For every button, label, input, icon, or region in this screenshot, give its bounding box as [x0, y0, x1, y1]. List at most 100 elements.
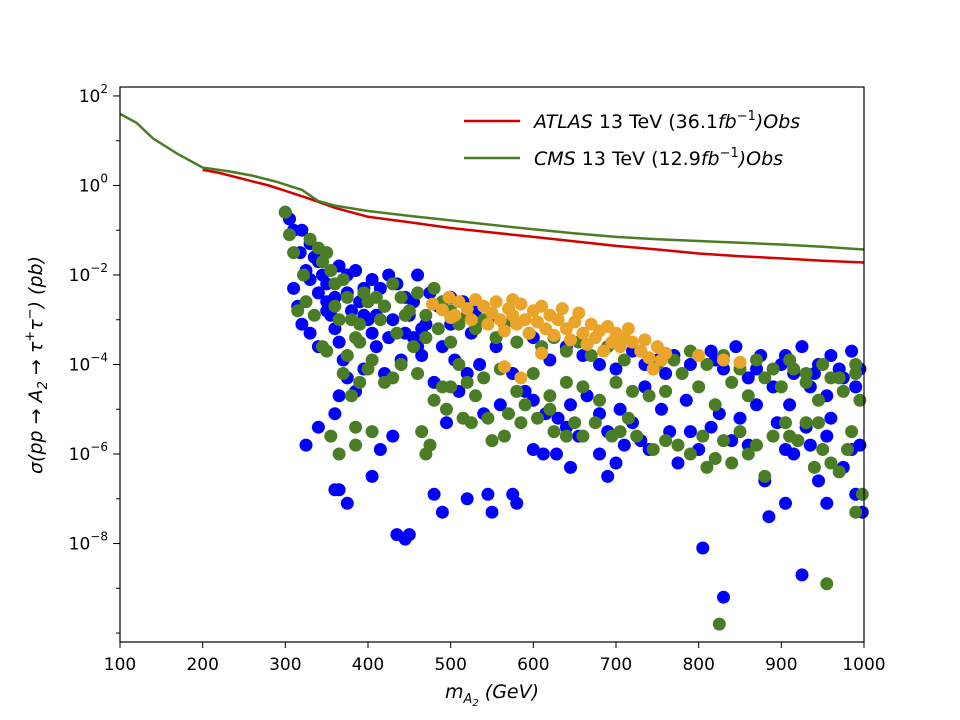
point-orange-52: [692, 349, 706, 362]
point-green-144: [584, 349, 598, 362]
line-layer: [119, 112, 865, 264]
point-orange-22: [535, 299, 549, 313]
point-blue-68: [609, 456, 623, 470]
point-blue-76: [679, 393, 693, 407]
point-green-86: [849, 505, 863, 519]
point-blue-110: [659, 367, 673, 380]
point-green-84: [832, 465, 846, 479]
point-orange-25: [547, 328, 561, 342]
point-green-105: [692, 380, 706, 394]
point-green-108: [741, 389, 755, 403]
point-blue-124: [824, 349, 838, 362]
point-green-146: [617, 353, 631, 367]
point-orange-53: [717, 353, 730, 367]
point-green-3: [297, 268, 310, 282]
point-blue-82: [717, 590, 730, 604]
point-blue-59: [564, 398, 577, 412]
point-blue-106: [564, 460, 577, 474]
point-green-30: [345, 389, 358, 403]
point-green-14: [307, 308, 321, 322]
point-green-71: [725, 456, 739, 470]
x-axis: 100 200 300 400 500 600 700 800 900 1000: [104, 642, 886, 675]
legend-label-atlas: ATLAS 13 TeV (36.1fb−1)Obs: [532, 109, 800, 133]
point-green-95: [526, 367, 540, 380]
point-green-99: [593, 393, 606, 407]
point-orange-1: [435, 303, 449, 317]
point-blue-159: [489, 340, 503, 354]
point-green-164: [373, 313, 387, 327]
point-green-29: [411, 367, 425, 380]
point-green-67: [696, 429, 710, 443]
point-green-39: [427, 393, 441, 407]
point-green-46: [481, 411, 495, 425]
point-blue-154: [386, 313, 400, 327]
point-blue-135: [349, 264, 363, 277]
point-blue-61: [536, 447, 550, 461]
point-orange-58: [506, 293, 520, 307]
legend: ATLAS 13 TeV (36.1fb−1)Obs CMS 13 TeV (1…: [464, 109, 800, 170]
point-green-102: [642, 389, 656, 403]
point-green-26: [386, 371, 400, 385]
point-green-68: [700, 460, 714, 474]
point-blue-88: [762, 510, 776, 524]
point-green-69: [708, 452, 722, 465]
point-blue-58: [551, 411, 565, 425]
series-orange-points: [426, 290, 747, 385]
point-blue-62: [550, 447, 563, 461]
point-green-19: [353, 335, 367, 349]
point-blue-84: [733, 411, 747, 425]
point-green-77: [779, 416, 792, 430]
point-green-52: [531, 411, 544, 425]
point-green-62: [630, 429, 644, 443]
point-green-138: [510, 335, 524, 349]
point-green-58: [588, 416, 602, 430]
point-blue-24: [340, 496, 354, 510]
point-green-44: [464, 416, 478, 430]
point-green-28: [407, 340, 420, 354]
point-green-60: [613, 425, 627, 439]
point-green-127: [411, 286, 425, 300]
x-tick-label-900: 900: [765, 655, 797, 675]
point-orange-37: [597, 344, 611, 358]
point-orange-9: [481, 317, 495, 331]
point-green-73: [741, 447, 755, 461]
point-blue-105: [601, 469, 615, 483]
point-orange-27: [555, 302, 569, 316]
point-blue-5: [287, 281, 301, 295]
point-green-47: [485, 434, 499, 448]
point-blue-97: [824, 411, 838, 425]
point-green-1: [283, 228, 296, 242]
point-blue-30: [402, 528, 416, 542]
point-green-11: [320, 344, 334, 358]
point-blue-20: [311, 420, 325, 434]
point-orange-47: [642, 351, 656, 365]
point-green-66: [683, 447, 697, 461]
point-green-128: [419, 308, 433, 322]
x-axis-label-sub: A: [462, 692, 472, 707]
point-green-123: [378, 299, 391, 313]
point-blue-107: [593, 447, 606, 461]
point-green-100: [609, 375, 623, 389]
point-green-0: [278, 205, 292, 219]
point-green-8: [324, 264, 338, 277]
point-green-98: [576, 380, 590, 394]
atlas-limit-line: [202, 168, 865, 264]
point-blue-23: [332, 483, 346, 497]
point-green-92: [477, 371, 491, 385]
point-blue-80: [704, 420, 718, 434]
point-green-151: [700, 358, 714, 371]
point-blue-26: [373, 443, 387, 456]
point-green-54: [547, 425, 561, 439]
point-green-157: [799, 367, 813, 380]
x-tick-label-100: 100: [104, 655, 136, 675]
point-orange-54: [733, 355, 747, 369]
point-green-116: [849, 367, 863, 380]
point-green-109: [758, 371, 772, 385]
point-green-32: [349, 438, 363, 452]
point-blue-7: [295, 317, 309, 331]
point-orange-6: [464, 313, 478, 327]
point-green-64: [659, 434, 673, 448]
point-orange-11: [489, 295, 503, 309]
point-green-142: [559, 344, 573, 358]
point-green-63: [646, 443, 660, 456]
